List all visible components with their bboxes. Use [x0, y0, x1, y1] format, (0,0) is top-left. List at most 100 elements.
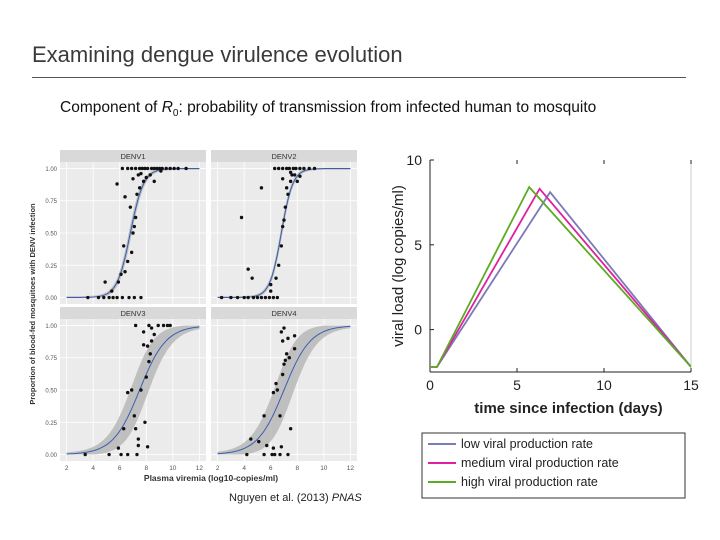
data-point: [283, 205, 288, 209]
data-point: [168, 166, 172, 171]
data-point: [123, 270, 127, 274]
x-tick-label: 4: [91, 465, 95, 472]
data-point: [116, 446, 121, 450]
data-point: [143, 420, 147, 424]
data-point: [129, 388, 134, 392]
data-point: [133, 215, 138, 220]
data-point: [267, 295, 272, 300]
x-axis-label: Plasma viremia (log10-copies/ml): [144, 473, 278, 483]
y-tick-label: 0.25: [45, 421, 57, 427]
data-point: [149, 339, 154, 343]
data-point: [219, 295, 224, 300]
data-point: [119, 452, 123, 457]
data-point: [275, 388, 280, 392]
data-point: [262, 414, 266, 418]
data-point: [292, 346, 297, 351]
data-point: [132, 295, 137, 300]
data-point: [139, 171, 143, 176]
legend-label-high: high viral production rate: [461, 475, 598, 489]
citation-journal: PNAS: [331, 492, 362, 504]
data-point: [116, 280, 121, 284]
x-tick-label: 5: [513, 377, 521, 393]
data-point: [143, 166, 147, 171]
panel-denv4: DENV4 2 4 6 8 10 12: [211, 307, 357, 472]
data-point: [136, 437, 141, 441]
data-point: [246, 295, 250, 300]
y-tick-label: 5: [414, 237, 422, 253]
data-point: [96, 295, 101, 300]
data-point: [141, 179, 146, 184]
data-point: [144, 175, 148, 180]
data-point: [270, 452, 274, 457]
slide-title: Examining dengue virulence evolution: [32, 42, 403, 67]
data-point: [286, 336, 290, 341]
data-point: [274, 381, 278, 386]
data-point: [110, 289, 114, 293]
panel-strip-label: DENV1: [120, 152, 145, 161]
data-point: [125, 166, 130, 171]
panel-strip: [211, 307, 357, 319]
x-tick-label: 2: [216, 465, 220, 472]
data-point: [255, 295, 260, 300]
data-point: [145, 344, 150, 348]
data-point: [161, 323, 166, 328]
data-point: [273, 166, 277, 171]
data-point: [139, 388, 143, 392]
dengue-panels-svg: DENV1 0.00 0.25 0.50 0.75 1.00 DENV2 DENV3 0.00 0…: [28, 150, 357, 483]
legend-label-low: low viral production rate: [461, 437, 593, 451]
data-point: [136, 173, 141, 177]
data-point: [302, 166, 306, 171]
data-point: [159, 169, 163, 173]
data-point: [137, 166, 142, 171]
data-point: [125, 259, 130, 264]
x-tick-label: 6: [118, 465, 122, 472]
data-point: [229, 295, 233, 300]
x-tick-label: 10: [596, 377, 612, 393]
data-point: [83, 452, 87, 457]
x-tick-label: 0: [426, 377, 434, 393]
x-tick-label: 15: [683, 377, 699, 393]
data-point: [133, 166, 138, 171]
data-point: [137, 186, 142, 190]
y-tick-label: 0.00: [45, 296, 57, 302]
data-point: [133, 323, 138, 328]
data-point: [257, 439, 261, 444]
data-point: [245, 452, 249, 457]
data-point: [155, 166, 159, 171]
data-point: [280, 166, 285, 171]
data-point: [152, 166, 156, 171]
data-point: [115, 295, 119, 300]
y-tick-label: 0.75: [45, 356, 57, 362]
y-tick-label: 10: [406, 155, 422, 168]
y-tick-label: 0.75: [45, 199, 57, 205]
data-point: [280, 224, 285, 229]
y-axis-label: Proportion of blood-fed mosquitoes with …: [28, 203, 37, 405]
data-point: [102, 295, 106, 300]
data-point: [279, 244, 284, 248]
legend: low viral production rate medium viral pr…: [421, 432, 686, 499]
subtitle-prefix: Component of: [60, 99, 162, 116]
data-point: [132, 224, 137, 229]
data-point: [298, 166, 302, 171]
data-point: [251, 295, 256, 300]
data-point: [242, 295, 246, 300]
data-point: [145, 166, 150, 171]
data-point: [135, 192, 139, 196]
data-point: [120, 295, 125, 300]
series-line-high: [430, 185, 691, 368]
data-point: [157, 166, 162, 171]
data-point: [288, 427, 293, 431]
data-point: [292, 334, 297, 338]
data-point: [284, 186, 289, 190]
data-point: [280, 339, 285, 343]
data-point: [127, 295, 131, 300]
dengue-panels-figure: DENV1 0.00 0.25 0.50 0.75 1.00 DENV2 DENV3 0.00 0…: [26, 142, 366, 487]
data-point: [122, 244, 126, 248]
data-point: [307, 166, 311, 171]
panel-strip: [60, 150, 206, 162]
panel-strip-label: DENV4: [271, 309, 296, 318]
x-tick-label: 8: [144, 465, 148, 472]
data-point: [148, 173, 152, 177]
data-point: [107, 452, 111, 457]
data-point: [295, 179, 299, 184]
